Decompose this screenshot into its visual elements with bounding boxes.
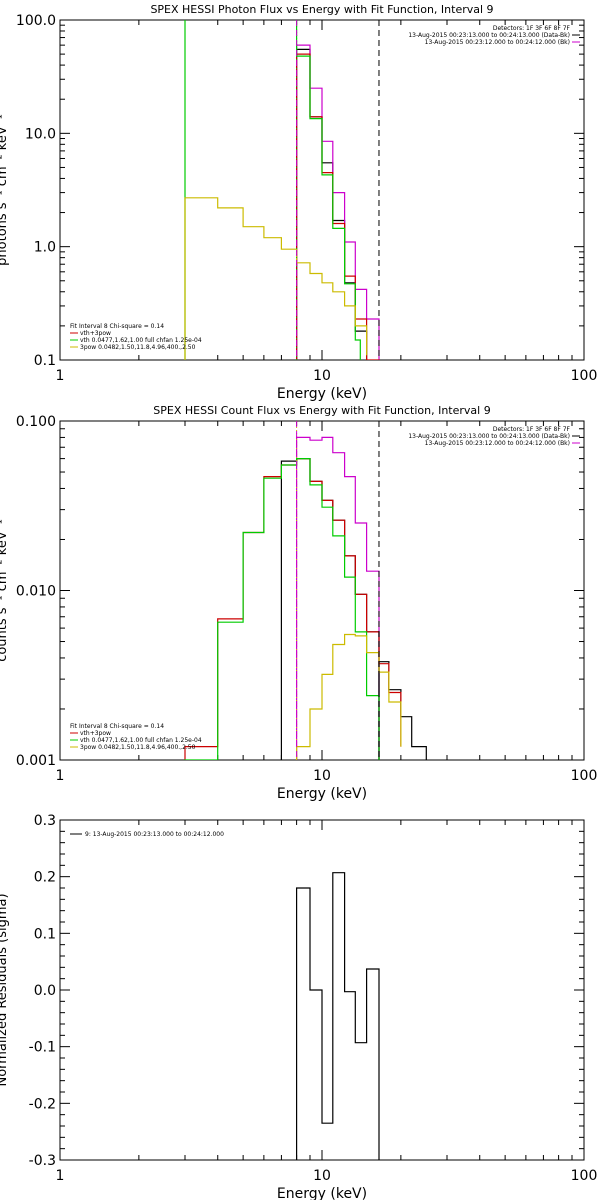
x-tick-label: 10: [313, 768, 331, 784]
legend-text: 13-Aug-2015 00:23:13.000 to 00:24:13.000…: [408, 433, 570, 440]
y-tick-label: 100.0: [16, 13, 56, 29]
x-tick-label: 1: [56, 368, 65, 384]
y-tick-label: 0.3: [34, 813, 56, 829]
x-tick-label: 10: [313, 368, 331, 384]
legend-text: Fit Interval 8 Chi-square = 0.14: [70, 323, 164, 330]
x-tick-label: 1: [56, 768, 65, 784]
x-tick-label: 10: [313, 1168, 331, 1184]
series-5-step-line: [184, 197, 368, 360]
chart-title: SPEX HESSI Count Flux vs Energy with Fit…: [153, 404, 490, 417]
series-6-step-line: [296, 633, 402, 760]
legend-text: Detectors: 1F 3F 6F 8F 7F: [493, 426, 571, 433]
legend-text: vth 0.0477,1.62,1.00 full chfan 1.25e-04: [80, 737, 202, 744]
series-4-step-line: [184, 20, 361, 360]
y-tick-label: 0.2: [34, 870, 56, 886]
legend-text: Detectors: 1F 3F 6F 8F 7F: [493, 25, 571, 32]
x-tick-label: 100: [571, 768, 598, 784]
legend-text: 9: 13-Aug-2015 00:23:13.000 to 00:24:12.…: [85, 831, 224, 838]
y-tick-label: 0.1: [34, 353, 56, 369]
chart-panel-1: SPEX HESSI Photon Flux vs Energy with Fi…: [0, 3, 598, 402]
legend-text: 3pow 0.0482,1.50,11.8,4.96,400.,2.50: [80, 744, 196, 751]
series-2-step-line: [296, 44, 380, 360]
y-tick-label: -0.1: [29, 1040, 56, 1056]
plot-area: [296, 872, 380, 1160]
legend-text: 13-Aug-2015 00:23:12.000 to 00:24:12.000…: [425, 39, 570, 46]
x-axis-label: Energy (keV): [277, 386, 367, 402]
series-1-step-line: [296, 872, 380, 1160]
y-axis-label: counts s⁻¹ cm⁻² keV⁻¹: [0, 519, 10, 662]
plot-area: [184, 20, 380, 360]
legend-text: vth 0.0477,1.62,1.00 full chfan 1.25e-04: [80, 337, 202, 344]
y-tick-label: 0.0: [34, 983, 56, 999]
y-tick-label: 0.001: [16, 753, 56, 769]
y-tick-label: 0.100: [16, 414, 56, 430]
x-tick-label: 100: [571, 368, 598, 384]
chart-panel-3: 1 10 100 Energy (keV) 0.3 0.2 0.1 0.0 -0.1 -0.2 -0…: [0, 813, 597, 1200]
y-axis-label: photons s⁻¹ cm⁻² keV⁻¹: [0, 114, 10, 266]
legend-text: vth+3pow: [80, 730, 111, 737]
legend-text: 3pow 0.0482,1.50,11.8,4.96,400.,2.50: [80, 344, 196, 351]
legend-text: Fit Interval 8 Chi-square = 0.14: [70, 723, 164, 730]
plot-area: [184, 421, 427, 760]
chart-panel-2: SPEX HESSI Count Flux vs Energy with Fit…: [0, 404, 597, 802]
x-tick-label: 100: [571, 1168, 598, 1184]
y-tick-label: -0.2: [29, 1096, 56, 1112]
y-axis-label: Normalized Residuals (sigma): [0, 893, 10, 1086]
y-tick-label: 0.1: [34, 926, 56, 942]
plot-frame: [59, 19, 585, 361]
y-tick-label: 10.0: [25, 126, 56, 142]
y-tick-label: 0.010: [16, 584, 56, 600]
y-tick-label: -0.3: [29, 1153, 56, 1169]
series-3-step-line: [378, 661, 427, 760]
x-axis-label: Energy (keV): [277, 786, 367, 802]
legend-text: 13-Aug-2015 00:23:13.000 to 00:24:13.000…: [408, 32, 570, 39]
series-5-step-line: [184, 458, 380, 760]
legend-text: vth+3pow: [80, 330, 111, 337]
y-tick-label: 1.0: [34, 240, 56, 256]
x-axis-label: Energy (keV): [277, 1186, 367, 1200]
x-tick-label: 1: [56, 1168, 65, 1184]
legend-text: 13-Aug-2015 00:23:12.000 to 00:24:12.000…: [425, 440, 570, 447]
series-1-step-line: [296, 436, 380, 760]
chart-title: SPEX HESSI Photon Flux vs Energy with Fi…: [150, 3, 493, 16]
